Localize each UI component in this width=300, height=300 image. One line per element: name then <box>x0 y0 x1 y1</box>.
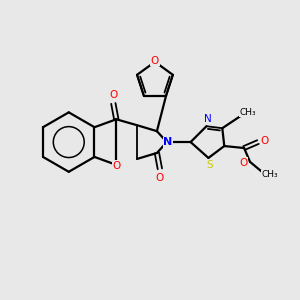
Text: S: S <box>206 160 213 170</box>
Text: CH₃: CH₃ <box>240 108 256 117</box>
Text: O: O <box>109 89 117 100</box>
Text: O: O <box>151 56 159 66</box>
Text: O: O <box>156 173 164 183</box>
Text: O: O <box>112 161 120 171</box>
Text: O: O <box>239 158 247 168</box>
Text: CH₃: CH₃ <box>262 170 278 179</box>
Text: O: O <box>261 136 269 146</box>
Text: N: N <box>204 114 211 124</box>
Text: N: N <box>163 137 172 147</box>
